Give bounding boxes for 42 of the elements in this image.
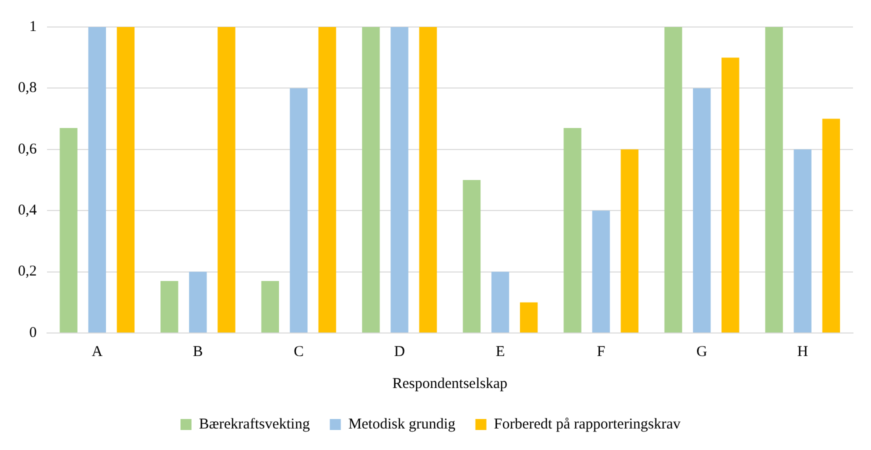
bar bbox=[520, 302, 538, 332]
y-tick-label: 0,8 bbox=[18, 80, 37, 96]
bar bbox=[362, 27, 380, 332]
bar bbox=[722, 58, 740, 332]
x-axis-title: Respondentselskap bbox=[392, 376, 508, 392]
legend-label: Forberedt på rapporteringskrav bbox=[494, 416, 681, 432]
bar bbox=[160, 280, 178, 332]
bar bbox=[462, 180, 481, 332]
bar bbox=[491, 272, 510, 332]
bar bbox=[390, 27, 408, 332]
bar bbox=[692, 88, 711, 332]
bar bbox=[60, 128, 78, 332]
bar bbox=[261, 280, 279, 332]
y-tick-label: 1 bbox=[29, 18, 37, 35]
legend-label: Metodisk grundig bbox=[348, 416, 456, 432]
bar bbox=[88, 27, 106, 332]
bar bbox=[318, 27, 336, 332]
bar bbox=[419, 27, 437, 332]
x-tick-label: H bbox=[797, 344, 808, 360]
x-tick-label: C bbox=[294, 344, 304, 360]
bar bbox=[620, 149, 638, 332]
x-tick-label: B bbox=[192, 344, 203, 360]
bar bbox=[189, 272, 207, 332]
bar bbox=[564, 128, 582, 332]
bar bbox=[116, 27, 135, 332]
x-tick-label: G bbox=[696, 344, 708, 360]
legend-label: Bærekraftsvekting bbox=[199, 416, 310, 432]
y-tick-label: 0 bbox=[29, 324, 37, 341]
bar bbox=[218, 27, 236, 332]
bar bbox=[794, 149, 812, 332]
x-tick-label: D bbox=[394, 344, 406, 360]
y-tick-label: 0,4 bbox=[18, 202, 38, 219]
bar bbox=[664, 27, 682, 332]
y-tick-label: 0,2 bbox=[18, 264, 37, 280]
bar bbox=[290, 88, 308, 332]
x-tick-label: A bbox=[92, 344, 103, 360]
x-tick-label: F bbox=[596, 344, 606, 360]
y-tick-label: 0,6 bbox=[18, 141, 38, 158]
bar bbox=[822, 118, 840, 332]
bar bbox=[765, 27, 783, 332]
bar bbox=[592, 210, 610, 332]
x-tick-label: E bbox=[496, 344, 505, 360]
